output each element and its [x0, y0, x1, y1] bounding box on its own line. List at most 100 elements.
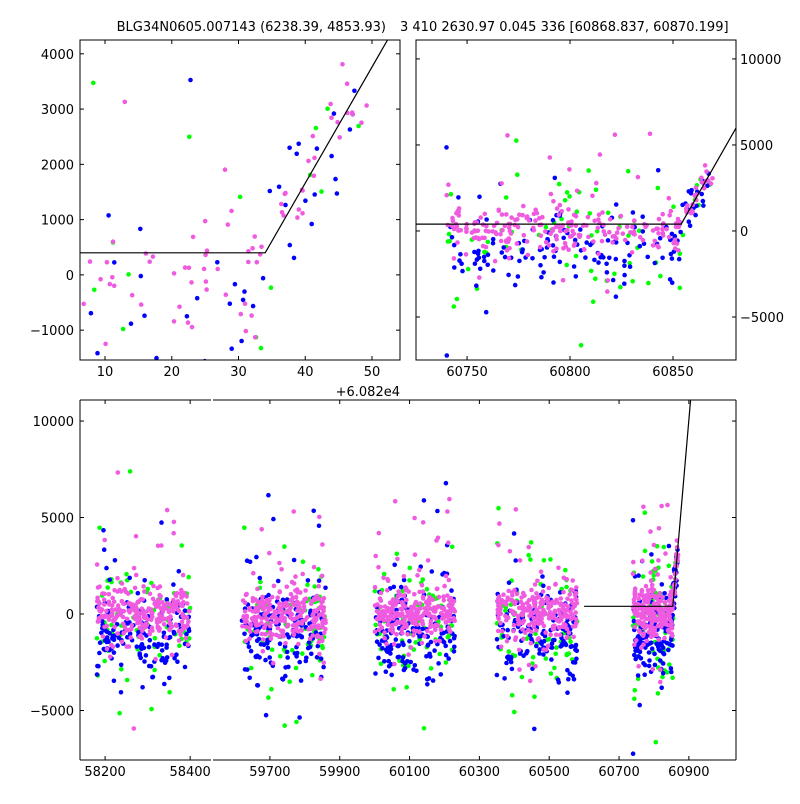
- data-point-magenta: [581, 247, 587, 252]
- data-point-magenta: [499, 181, 504, 186]
- data-point-green: [157, 652, 162, 658]
- data-point-blue: [475, 251, 481, 257]
- data-point-magenta: [509, 215, 514, 220]
- data-point-magenta: [519, 611, 524, 617]
- data-point-blue: [101, 547, 107, 552]
- data-point-blue: [645, 254, 650, 260]
- data-point-magenta: [670, 633, 675, 639]
- data-point-magenta: [169, 652, 175, 658]
- data-point-blue: [637, 649, 643, 655]
- data-point-magenta: [244, 613, 250, 619]
- data-point-blue: [552, 637, 557, 643]
- data-point-blue: [515, 274, 521, 279]
- data-point-magenta: [655, 226, 660, 232]
- data-point-magenta: [311, 564, 317, 570]
- data-point-magenta: [319, 635, 324, 640]
- data-point-magenta: [143, 621, 149, 626]
- data-point-magenta: [658, 598, 664, 604]
- data-point-blue: [452, 644, 457, 650]
- data-point-magenta: [121, 630, 126, 636]
- data-point-blue: [316, 578, 322, 583]
- data-point-magenta: [175, 599, 181, 604]
- data-point-blue: [265, 645, 271, 651]
- data-point-blue: [638, 656, 644, 661]
- data-point-magenta: [495, 598, 500, 604]
- data-point-magenta: [225, 222, 231, 227]
- data-point-blue: [287, 242, 293, 248]
- data-point-blue: [666, 543, 672, 549]
- data-point-magenta: [335, 119, 340, 125]
- data-point-magenta: [298, 613, 303, 619]
- data-point-magenta: [451, 607, 457, 613]
- data-point-magenta: [569, 233, 574, 239]
- data-point-magenta: [111, 599, 117, 604]
- data-point-green: [451, 304, 457, 309]
- data-point-magenta: [565, 614, 571, 619]
- data-point-magenta: [569, 219, 574, 224]
- data-point-blue: [622, 263, 627, 269]
- axes-full-seg2: 59700 59900 60100 60300 60500 60700 60900: [213, 399, 737, 780]
- data-point-magenta: [175, 607, 180, 612]
- data-point-green: [503, 195, 509, 200]
- data-point-magenta: [254, 623, 259, 628]
- data-point-blue: [298, 678, 304, 683]
- data-point-magenta: [447, 496, 452, 502]
- data-point-green: [420, 577, 426, 582]
- data-point-blue: [271, 516, 276, 522]
- data-point-blue: [477, 266, 483, 272]
- data-point-magenta: [648, 578, 654, 583]
- data-point-blue: [248, 648, 254, 654]
- data-point-magenta: [641, 596, 647, 602]
- data-point-green: [590, 299, 596, 305]
- data-point-magenta: [111, 283, 117, 289]
- data-point-magenta: [505, 133, 510, 138]
- data-point-magenta: [618, 213, 624, 219]
- data-point-green: [446, 633, 452, 639]
- data-point-magenta: [637, 235, 643, 240]
- data-point-green: [316, 567, 321, 572]
- data-point-magenta: [165, 615, 171, 621]
- data-point-blue: [472, 261, 478, 267]
- data-point-magenta: [669, 621, 675, 627]
- data-point-magenta: [446, 577, 452, 583]
- data-point-magenta: [378, 590, 384, 596]
- data-point-magenta: [133, 572, 139, 578]
- data-point-magenta: [299, 628, 305, 633]
- data-point-green: [319, 189, 324, 194]
- data-point-magenta: [668, 575, 673, 580]
- data-point-magenta: [640, 623, 646, 629]
- data-point-blue: [188, 77, 193, 83]
- data-point-magenta: [288, 591, 294, 597]
- data-point-magenta: [268, 636, 274, 641]
- data-point-blue: [424, 654, 429, 659]
- data-point-magenta: [646, 591, 651, 597]
- data-point-magenta: [115, 631, 120, 636]
- data-point-magenta: [140, 597, 145, 602]
- data-point-magenta: [178, 632, 183, 638]
- data-point-magenta: [658, 679, 663, 685]
- data-point-magenta: [126, 627, 132, 633]
- data-point-magenta: [416, 606, 422, 612]
- data-point-magenta: [504, 633, 510, 639]
- data-point-magenta: [243, 328, 249, 334]
- data-point-magenta: [643, 616, 649, 621]
- data-point-magenta: [260, 637, 266, 642]
- data-point-blue: [401, 577, 407, 583]
- plot-area: [416, 127, 736, 358]
- data-point-magenta: [624, 224, 630, 230]
- data-point-magenta: [528, 640, 534, 646]
- data-point-magenta: [524, 239, 530, 244]
- data-point-blue: [430, 678, 436, 683]
- data-point-blue: [386, 663, 392, 669]
- data-point-green: [424, 586, 430, 592]
- x-tick-label: 60700: [598, 765, 639, 780]
- data-point-magenta: [528, 612, 534, 617]
- data-point-magenta: [648, 529, 653, 534]
- data-point-blue: [668, 637, 674, 643]
- data-point-green: [179, 543, 184, 548]
- data-point-magenta: [522, 593, 527, 598]
- data-point-magenta: [176, 628, 182, 634]
- data-point-magenta: [503, 239, 509, 244]
- data-point-magenta: [555, 618, 561, 624]
- data-point-blue: [425, 682, 430, 687]
